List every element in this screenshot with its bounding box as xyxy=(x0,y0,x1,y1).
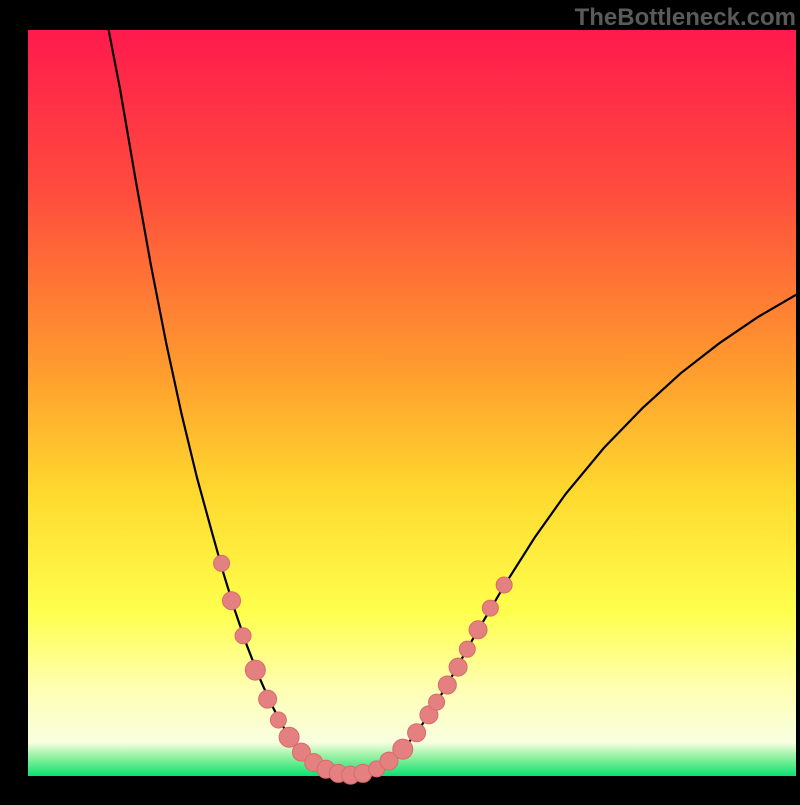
data-marker xyxy=(214,555,230,571)
data-marker xyxy=(270,712,286,728)
data-marker xyxy=(496,577,512,593)
data-marker xyxy=(393,739,413,759)
data-marker xyxy=(449,658,467,676)
data-marker xyxy=(235,628,251,644)
chart-frame: TheBottleneck.com xyxy=(0,0,800,800)
data-marker xyxy=(482,600,498,616)
data-marker xyxy=(245,660,265,680)
data-marker xyxy=(438,676,456,694)
data-marker xyxy=(429,694,445,710)
bottleneck-chart xyxy=(0,0,800,800)
plot-background xyxy=(28,30,796,776)
data-marker xyxy=(223,592,241,610)
watermark-text: TheBottleneck.com xyxy=(575,4,796,32)
data-marker xyxy=(279,727,299,747)
data-marker xyxy=(408,724,426,742)
data-marker xyxy=(459,641,475,657)
data-marker xyxy=(469,621,487,639)
data-marker xyxy=(259,690,277,708)
